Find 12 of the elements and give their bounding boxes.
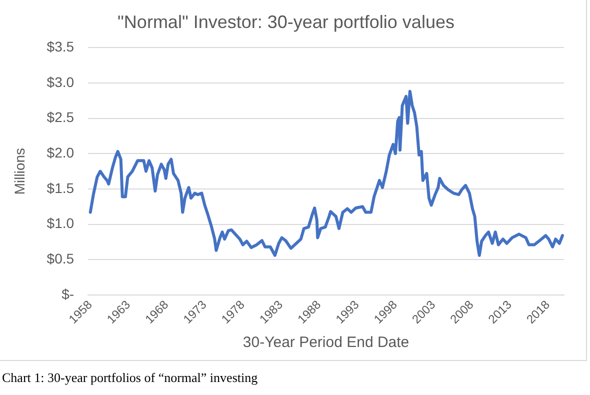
y-tick-label: $1.5 <box>46 180 74 196</box>
y-tick-label: $1.0 <box>46 215 74 232</box>
x-axis-title: 30-Year Period End Date <box>242 334 410 352</box>
y-tick-label: $0.5 <box>46 250 74 266</box>
y-tick-label: $3.5 <box>46 38 74 54</box>
y-tick-label: $3.0 <box>46 74 74 90</box>
caption: Chart 1: 30-year portfolios of “normal” investing <box>2 370 258 386</box>
y-axis-title: Millions <box>11 148 28 195</box>
chart-title: "Normal" Investor: 30-year portfolio values <box>118 12 454 32</box>
y-tick-label: $2.5 <box>46 109 74 126</box>
y-tick-label: $2.0 <box>46 144 74 160</box>
y-tick-label: $- <box>62 286 74 302</box>
